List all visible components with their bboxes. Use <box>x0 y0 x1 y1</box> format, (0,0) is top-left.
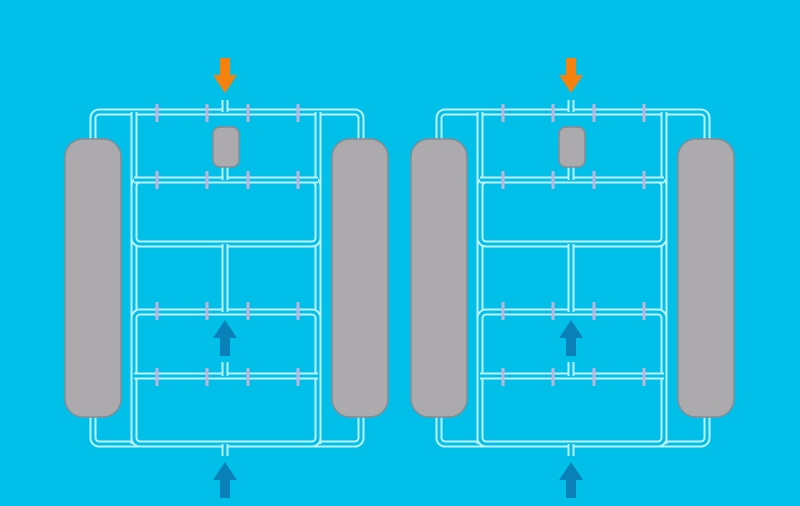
gate-mark <box>155 302 159 320</box>
gate-mark <box>246 368 250 386</box>
bottom-arrow-up-icon <box>213 462 237 498</box>
gate-mark <box>501 104 505 122</box>
gate-mark <box>296 302 300 320</box>
gate-mark <box>155 368 159 386</box>
gate-mark <box>592 302 596 320</box>
gate-mark <box>205 171 209 189</box>
sprue-panel-right <box>410 58 735 498</box>
gate-mark <box>642 104 646 122</box>
gate-mark <box>592 104 596 122</box>
gate-mark <box>551 368 555 386</box>
middle-arrow-up-icon <box>213 320 237 356</box>
gate-mark <box>642 302 646 320</box>
gate-mark <box>205 104 209 122</box>
gate-mark <box>296 368 300 386</box>
bottom-arrow-up-icon <box>559 462 583 498</box>
gate-mark <box>155 171 159 189</box>
upper-compartment-outer <box>476 176 668 248</box>
tall-part-left <box>64 138 122 418</box>
small-part <box>212 126 240 168</box>
upper-compartment-inner <box>132 178 320 246</box>
gate-mark <box>592 368 596 386</box>
tall-part-left <box>410 138 468 418</box>
gate-mark <box>296 171 300 189</box>
gate-mark <box>246 104 250 122</box>
small-part <box>558 126 586 168</box>
gate-mark <box>205 368 209 386</box>
upper-compartment <box>130 176 322 248</box>
gate-mark <box>501 171 505 189</box>
gate-mark <box>642 171 646 189</box>
gate-mark <box>501 302 505 320</box>
upper-compartment-outer <box>130 176 322 248</box>
gate-mark <box>205 302 209 320</box>
sprue-panel-left <box>64 58 389 498</box>
gate-mark <box>296 104 300 122</box>
upper-compartment <box>476 176 668 248</box>
tall-part-right <box>331 138 389 418</box>
tall-part-right <box>677 138 735 418</box>
gate-mark <box>246 171 250 189</box>
gate-mark <box>501 368 505 386</box>
upper-compartment-inner <box>478 178 666 246</box>
gate-mark <box>246 302 250 320</box>
gate-mark <box>551 302 555 320</box>
gate-mark <box>592 171 596 189</box>
middle-arrow-up-icon <box>559 320 583 356</box>
injection-arrow-down-icon <box>559 58 583 93</box>
gate-mark <box>642 368 646 386</box>
injection-arrow-down-icon <box>213 58 237 93</box>
gate-mark <box>155 104 159 122</box>
gate-mark <box>551 171 555 189</box>
gate-mark <box>551 104 555 122</box>
